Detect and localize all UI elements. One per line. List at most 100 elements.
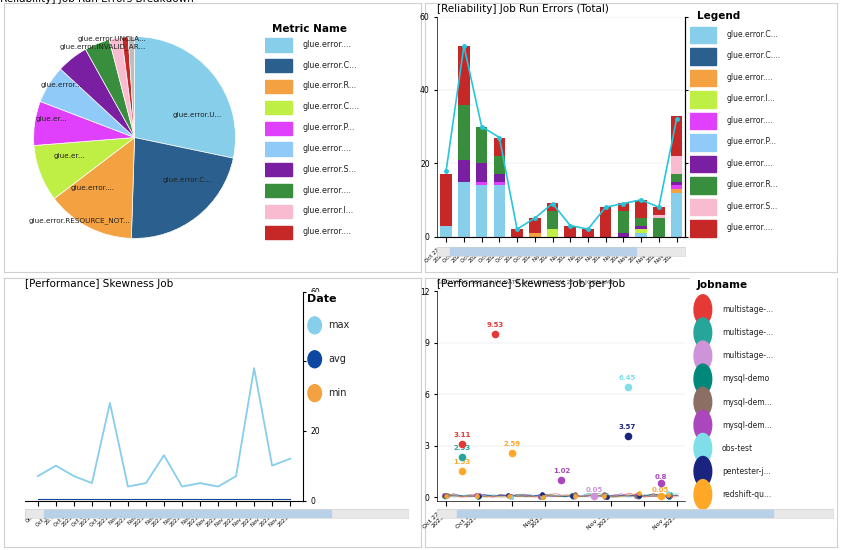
Text: glue.error....: glue.error.... (303, 144, 352, 153)
Point (663, 492, 676, 501)
Bar (458, 104, 469, 160)
Circle shape (308, 351, 321, 368)
Bar (635, 218, 647, 226)
FancyBboxPatch shape (265, 184, 292, 197)
Circle shape (694, 387, 711, 417)
Bar (582, 229, 594, 236)
Text: glue.error.R...: glue.error.R... (303, 81, 357, 90)
FancyBboxPatch shape (265, 205, 292, 218)
Bar (600, 207, 611, 236)
Point (439, 491, 452, 500)
Text: glue.error.C...: glue.error.C... (303, 60, 357, 70)
Point (568, 491, 581, 500)
FancyBboxPatch shape (265, 59, 292, 73)
Bar (671, 189, 682, 192)
Text: glue.error.U...: glue.error.U... (172, 112, 222, 118)
Point (662, 492, 675, 501)
Point (565, 491, 579, 500)
Point (588, 492, 601, 500)
Text: glue.error....: glue.error.... (727, 159, 773, 168)
Text: 3.57: 3.57 (619, 424, 636, 430)
FancyBboxPatch shape (265, 80, 292, 93)
Wedge shape (122, 37, 135, 138)
Point (504, 493, 517, 502)
Text: glue.error....: glue.error.... (303, 40, 352, 49)
Bar (653, 207, 664, 214)
Point (501, 491, 515, 499)
Point (470, 491, 484, 500)
Bar (547, 211, 558, 229)
Circle shape (694, 341, 711, 371)
Text: [Reliability] Job Run Errors Breakdown: [Reliability] Job Run Errors Breakdown (0, 0, 193, 4)
Point (472, 492, 485, 501)
Text: glue.er...: glue.er... (53, 153, 85, 158)
Point (502, 491, 516, 500)
Text: multistage-...: multistage-... (722, 305, 773, 314)
Text: glue.er...: glue.er... (36, 117, 67, 122)
Text: multistage-...: multistage-... (722, 351, 773, 360)
Text: avg: avg (328, 354, 346, 364)
Bar (476, 185, 488, 236)
Bar (476, 163, 488, 182)
Wedge shape (131, 138, 233, 238)
Bar (671, 182, 682, 185)
Text: multistage-...: multistage-... (722, 328, 773, 337)
Point (456, 466, 469, 475)
Text: Date: Date (307, 294, 336, 304)
Point (439, 492, 452, 501)
FancyBboxPatch shape (690, 178, 716, 194)
Point (440, 491, 453, 500)
Text: glue.error....: glue.error.... (727, 223, 773, 233)
Wedge shape (128, 37, 135, 138)
Point (599, 491, 612, 500)
Bar (653, 218, 664, 236)
Point (537, 492, 550, 501)
Point (599, 492, 612, 500)
FancyBboxPatch shape (265, 142, 292, 156)
Text: Legend: Legend (697, 10, 740, 20)
Text: 0.8: 0.8 (654, 474, 667, 480)
Wedge shape (86, 40, 135, 138)
Bar (458, 46, 469, 104)
Point (629, 492, 643, 501)
Text: 9.53: 9.53 (487, 322, 504, 328)
FancyBboxPatch shape (690, 91, 716, 108)
Point (568, 490, 581, 499)
FancyBboxPatch shape (265, 39, 292, 52)
Point (469, 491, 483, 499)
Text: mysql-dem...: mysql-dem... (722, 421, 772, 430)
Point (439, 491, 452, 499)
Text: [Performance] Skewness Job per Job: [Performance] Skewness Job per Job (437, 279, 626, 289)
Point (470, 491, 484, 500)
Bar (653, 214, 664, 218)
Point (535, 492, 548, 500)
Text: [Reliability] Job Run Errors (Total): [Reliability] Job Run Errors (Total) (437, 4, 609, 14)
Point (661, 491, 674, 500)
Bar (564, 226, 576, 236)
Point (505, 448, 518, 457)
Text: mysql-dem...: mysql-dem... (722, 398, 772, 406)
Point (632, 492, 646, 500)
Text: glue.error.RESOURCE_NOT...: glue.error.RESOURCE_NOT... (29, 217, 130, 224)
Point (536, 491, 549, 500)
Bar (671, 174, 682, 182)
Text: glue.error.P...: glue.error.P... (727, 138, 776, 146)
Point (632, 490, 645, 498)
Point (621, 432, 634, 441)
Bar (450, 248, 636, 255)
Circle shape (694, 295, 711, 324)
Bar (671, 156, 682, 174)
Point (600, 491, 613, 500)
Point (504, 492, 517, 501)
Wedge shape (61, 50, 135, 138)
Point (502, 491, 516, 500)
Point (504, 492, 517, 501)
Text: 0.05: 0.05 (652, 487, 669, 493)
Point (599, 492, 612, 501)
Bar (671, 185, 682, 189)
Text: 3.11: 3.11 (453, 432, 471, 438)
FancyBboxPatch shape (690, 70, 716, 86)
Bar (671, 116, 682, 156)
Text: glue.error....: glue.error.... (303, 185, 352, 195)
Bar (45, 510, 331, 518)
